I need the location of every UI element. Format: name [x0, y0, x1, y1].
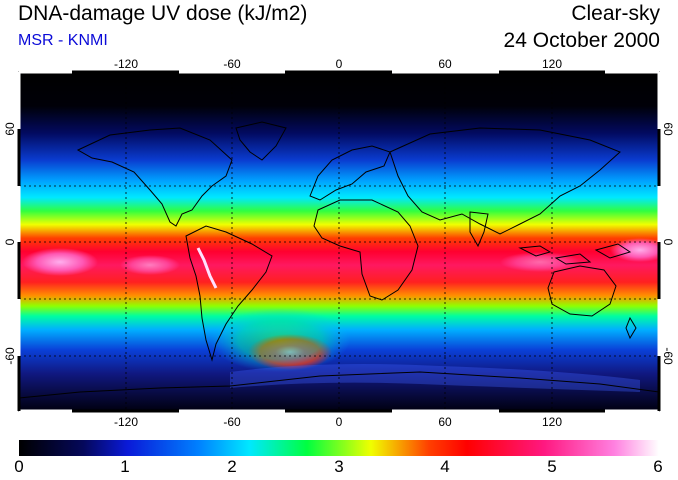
- colorbar-label: 6: [653, 457, 663, 476]
- top-lon-labels: -120 -60 0 60 120: [114, 57, 562, 71]
- bottom-lon-labels: -120 -60 0 60 120: [114, 415, 562, 429]
- lon-label: 0: [336, 415, 343, 429]
- lon-label: -60: [223, 415, 241, 429]
- colorbar-label: 2: [227, 457, 237, 476]
- lat-label: -60: [3, 347, 17, 365]
- left-lat-labels: 60 0 -60: [3, 122, 17, 365]
- lon-label: 60: [438, 415, 452, 429]
- source-label: MSR - KNMI: [18, 32, 108, 49]
- lon-label: -60: [223, 57, 241, 71]
- map-date: 24 October 2000: [503, 29, 660, 52]
- lon-label: 120: [542, 415, 562, 429]
- right-lat-labels: 60 0 -60: [661, 122, 675, 365]
- map-frame: [17, 70, 661, 413]
- map-title: DNA-damage UV dose (kJ/m2): [18, 2, 308, 25]
- sky-condition: Clear-sky: [571, 2, 660, 25]
- lat-label: -60: [661, 347, 675, 365]
- lon-label: -120: [114, 57, 138, 71]
- lon-label: 120: [542, 57, 562, 71]
- colorbar-label: 0: [14, 457, 24, 476]
- colorbar: [19, 440, 659, 456]
- lat-label: 0: [661, 239, 675, 246]
- lon-label: -120: [114, 415, 138, 429]
- coastlines: [19, 121, 659, 399]
- colorbar-label: 4: [440, 457, 450, 476]
- lat-label: 0: [3, 238, 17, 245]
- lon-label: 0: [336, 57, 343, 71]
- lat-label: 60: [661, 122, 675, 136]
- colorbar-label: 5: [547, 457, 557, 476]
- colorbar-label: 1: [120, 457, 130, 476]
- lon-label: 60: [438, 57, 452, 71]
- uv-field: [19, 72, 659, 411]
- graticule: [19, 72, 659, 411]
- colorbar-label: 3: [334, 457, 344, 476]
- lat-label: 60: [3, 122, 17, 136]
